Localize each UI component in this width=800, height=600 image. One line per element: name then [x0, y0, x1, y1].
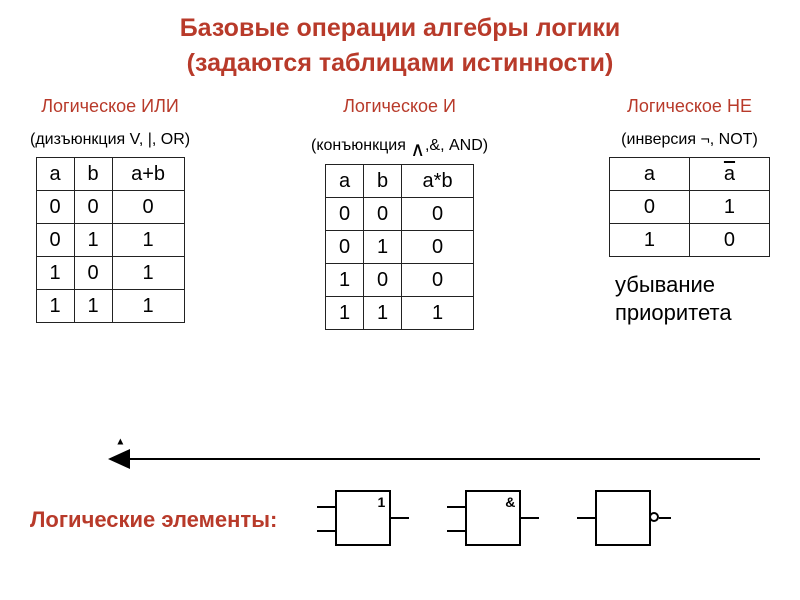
col-or: Логическое ИЛИ (дизъюнкция V, |, OR) a b… — [30, 96, 190, 330]
col-header: a — [36, 158, 74, 191]
table-row: 111 — [326, 297, 474, 330]
arrow-source-marker: ◄ — [114, 437, 125, 447]
gate-box — [595, 490, 651, 546]
gate-and: & — [447, 490, 537, 550]
or-subtitle: (дизъюнкция V, |, OR) — [30, 131, 190, 149]
not-title: Логическое НЕ — [627, 96, 752, 117]
table-row: 000 — [36, 191, 184, 224]
pin-icon — [447, 530, 465, 532]
col-header: a — [609, 158, 689, 191]
pin-icon — [317, 506, 335, 508]
table-row: a b a*b — [326, 165, 474, 198]
table-row: 10 — [609, 224, 769, 257]
gate-box: & — [465, 490, 521, 546]
gate-box: 1 — [335, 490, 391, 546]
col-header: a — [326, 165, 364, 198]
col-header: a*b — [402, 165, 474, 198]
gates-row: Логические элементы: 1 & — [30, 490, 770, 550]
gate-or: 1 — [317, 490, 407, 550]
not-table: a a 01 10 — [609, 157, 770, 257]
arrow-line — [110, 458, 760, 460]
col-header: b — [364, 165, 402, 198]
gate-not — [577, 490, 667, 550]
pin-icon — [447, 506, 465, 508]
tables-row: Логическое ИЛИ (дизъюнкция V, |, OR) a b… — [30, 96, 770, 330]
table-row: 111 — [36, 290, 184, 323]
col-header: a — [689, 158, 769, 191]
and-subtitle: (конъюнкция ∧,&, AND) — [311, 131, 488, 156]
table-row: 010 — [326, 231, 474, 264]
col-header: a+b — [112, 158, 184, 191]
or-table: a b a+b 000 011 101 111 — [36, 157, 185, 323]
inversion-bubble-icon — [649, 512, 659, 522]
and-table: a b a*b 000 010 100 111 — [325, 164, 474, 330]
pin-icon — [521, 517, 539, 519]
table-row: 01 — [609, 191, 769, 224]
gate-symbol: 1 — [378, 494, 386, 510]
pin-icon — [659, 517, 671, 519]
table-row: a b a+b — [36, 158, 184, 191]
col-header: b — [74, 158, 112, 191]
table-row: a a — [609, 158, 769, 191]
gate-symbol: & — [505, 494, 515, 510]
table-row: 101 — [36, 257, 184, 290]
gates-label: Логические элементы: — [30, 507, 277, 533]
priority-text: убывание приоритета — [615, 271, 732, 326]
title-line-1: Базовые операции алгебры логики — [30, 14, 770, 43]
pin-icon — [577, 517, 595, 519]
table-row: 011 — [36, 224, 184, 257]
and-title: Логическое И — [343, 96, 456, 117]
arrow-head-icon — [108, 449, 130, 469]
table-row: 000 — [326, 198, 474, 231]
not-subtitle: (инверсия ¬, NOT) — [621, 131, 758, 149]
caret-symbol: ∧ — [410, 139, 425, 161]
col-and: Логическое И (конъюнкция ∧,&, AND) a b a… — [311, 96, 488, 330]
col-not: Логическое НЕ (инверсия ¬, NOT) a a 01 1… — [609, 96, 770, 330]
priority-arrow — [110, 450, 760, 470]
pin-icon — [391, 517, 409, 519]
or-title: Логическое ИЛИ — [41, 96, 179, 117]
title-line-2: (задаются таблицами истинности) — [30, 49, 770, 78]
table-row: 100 — [326, 264, 474, 297]
gates-container: 1 & — [317, 490, 667, 550]
pin-icon — [317, 530, 335, 532]
